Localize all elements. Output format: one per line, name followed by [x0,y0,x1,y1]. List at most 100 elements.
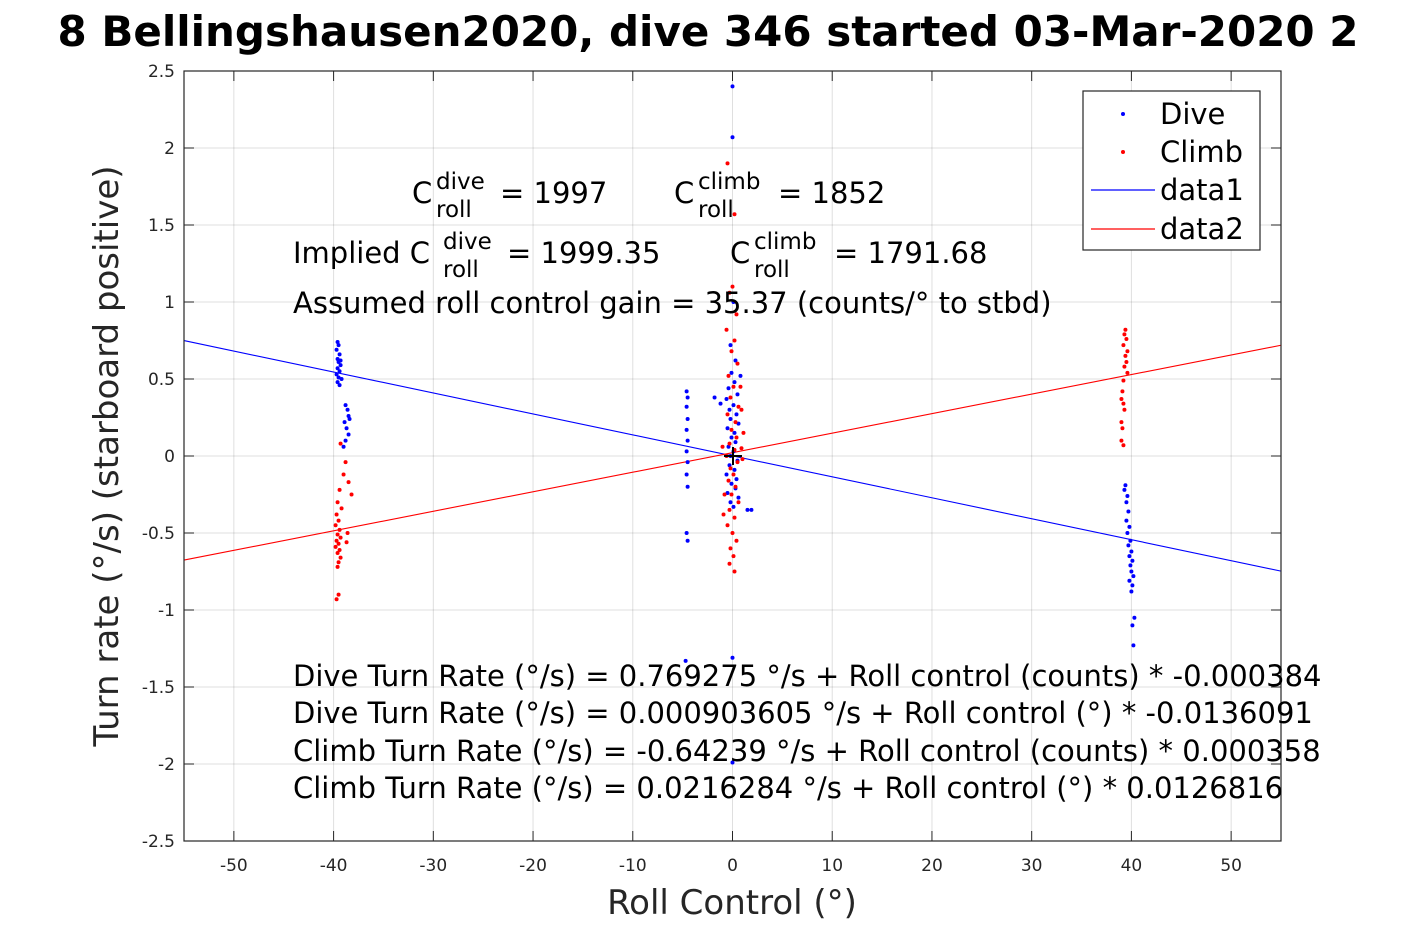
point-dive [734,477,739,482]
origin-crosshair [724,447,742,465]
point-climb [337,527,342,532]
point-dive [728,500,733,505]
c-climb-label: C [674,176,694,210]
point-climb [733,484,738,489]
point-climb [732,515,737,520]
point-climb [724,327,729,332]
point-climb [730,531,735,535]
point-climb [1125,349,1130,354]
point-climb [739,407,744,412]
point-climb [1121,378,1126,383]
point-dive [1125,531,1130,535]
point-climb [731,384,736,389]
point-climb [344,540,349,545]
point-climb [727,561,732,566]
point-climb [336,541,341,546]
point-climb [725,161,730,166]
point-dive [683,658,688,663]
implied-c-climb-label: C [730,236,750,270]
y-tick-label: 1.5 [148,216,175,236]
point-climb [730,284,735,289]
point-dive [1129,549,1134,554]
x-tick-label: 0 [727,856,738,876]
point-dive [729,481,734,486]
point-climb [734,538,739,543]
point-dive [1124,500,1129,505]
point-dive [729,370,734,375]
point-climb [1122,407,1127,412]
point-dive [1128,563,1133,568]
point-climb [720,444,725,449]
point-climb [1123,353,1128,358]
point-climb [736,404,741,409]
point-climb [1125,370,1130,375]
point-dive [1125,494,1130,499]
point-dive [729,435,734,440]
legend-label-data1: data1 [1160,173,1244,207]
point-dive [1129,569,1134,574]
c-climb-sup: climb [698,169,760,195]
point-climb [1122,332,1127,337]
point-dive [736,495,741,500]
point-dive [342,420,347,425]
point-dive [335,380,340,385]
point-dive [1122,487,1127,492]
point-dive [749,507,754,512]
point-dive [724,397,729,402]
point-dive [736,421,741,426]
point-dive [684,404,689,409]
y-tick-label: 2.5 [148,62,175,82]
point-dive [684,389,689,394]
point-dive [732,467,737,472]
x-tick-label: -40 [320,856,348,876]
point-climb [731,554,736,559]
point-climb [339,506,344,511]
point-climb [736,500,741,505]
c-dive-sub: roll [436,197,472,223]
legend-label-data2: data2 [1160,212,1244,246]
point-climb [727,441,732,446]
legend: Dive Climb data1 data2 [1082,90,1261,251]
point-climb [1124,360,1129,365]
point-climb [739,446,744,451]
point-climb [722,492,727,497]
point-dive [1127,578,1132,583]
point-climb [727,507,732,512]
point-climb [725,523,730,528]
point-dive [685,417,690,422]
c-dive-value: = 1997 [500,176,607,210]
point-dive [727,407,732,412]
point-dive [684,449,689,454]
y-tick-label: -2 [158,755,175,775]
point-dive [346,413,351,418]
point-dive [1127,554,1132,559]
point-climb [735,460,740,465]
c-dive-sup: dive [436,169,485,195]
fit-equation: Climb Turn Rate (°/s) = 0.0216284 °/s + … [293,771,1283,805]
point-climb [726,373,731,378]
point-dive [334,347,339,352]
legend-marker-dive [1121,112,1125,116]
point-dive [1132,615,1137,620]
point-dive [337,369,342,374]
y-axis-label: Turn rate (°/s) (starboard positive) [87,165,127,747]
point-climb [345,531,350,535]
x-tick-label: -10 [619,856,647,876]
point-climb [338,555,343,560]
x-tick-label: 10 [821,856,843,876]
point-climb [732,338,737,343]
chart-title: 8 Bellingshausen2020, dive 346 started 0… [57,7,1358,56]
roll-control-gain: Assumed roll control gain = 35.37 (count… [293,286,1052,320]
x-tick-label: 50 [1220,856,1242,876]
point-climb [334,538,339,543]
point-dive [1130,623,1135,628]
point-dive [337,352,342,357]
point-climb [740,457,745,462]
point-dive [735,392,740,397]
x-tick-label: 30 [1021,856,1043,876]
point-dive [725,426,730,431]
point-climb [343,460,348,465]
point-climb [1119,397,1124,402]
point-dive [335,340,340,345]
point-dive [1130,558,1135,563]
